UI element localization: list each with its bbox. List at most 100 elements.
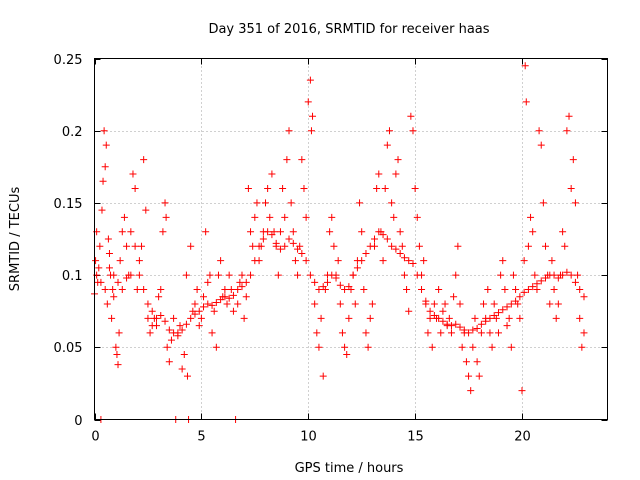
data-point <box>362 329 370 337</box>
data-point <box>563 127 571 135</box>
data-point <box>182 320 190 328</box>
data-point <box>204 300 212 308</box>
data-point <box>353 264 361 272</box>
data-point <box>212 299 220 307</box>
data-point <box>424 329 432 337</box>
data-point <box>539 199 547 207</box>
data-point <box>520 288 528 296</box>
data-point <box>554 274 562 282</box>
data-point <box>221 286 229 294</box>
data-point <box>522 98 530 106</box>
data-point <box>118 228 126 236</box>
data-point <box>499 306 507 314</box>
data-point <box>97 278 105 286</box>
data-point <box>162 213 170 221</box>
data-point <box>193 286 201 294</box>
data-point <box>524 242 532 250</box>
data-point <box>499 257 507 265</box>
data-point <box>133 286 141 294</box>
data-point <box>368 300 376 308</box>
data-point <box>471 314 479 322</box>
data-point <box>191 310 199 318</box>
data-point <box>187 242 195 250</box>
data-point <box>115 329 123 337</box>
data-point <box>563 268 571 276</box>
data-point <box>486 329 494 337</box>
data-point <box>501 286 509 294</box>
data-point <box>450 293 458 301</box>
data-point <box>307 127 315 135</box>
data-point <box>200 303 208 311</box>
data-point <box>287 199 295 207</box>
data-point <box>542 242 550 250</box>
data-point <box>494 309 502 317</box>
data-point <box>524 286 532 294</box>
data-point <box>571 278 579 286</box>
x-axis-label: GPS time / hours <box>295 461 404 476</box>
data-point <box>306 271 314 279</box>
data-point <box>155 293 163 301</box>
data-point <box>225 271 233 279</box>
data-point <box>550 286 558 294</box>
data-point <box>400 271 408 279</box>
data-point <box>385 127 393 135</box>
data-point <box>569 156 577 164</box>
data-point <box>146 329 154 337</box>
y-tick-label: 0.15 <box>54 197 83 212</box>
data-point <box>223 300 231 308</box>
data-point <box>294 271 302 279</box>
data-point <box>101 286 109 294</box>
data-point <box>112 343 120 351</box>
data-point <box>102 141 110 149</box>
data-point <box>131 242 139 250</box>
data-point <box>328 213 336 221</box>
data-point <box>249 242 257 250</box>
data-point <box>98 206 106 214</box>
data-point <box>129 170 137 178</box>
data-point <box>373 184 381 192</box>
data-point <box>170 329 178 337</box>
data-point <box>413 271 421 279</box>
data-point <box>567 184 575 192</box>
data-point <box>120 213 128 221</box>
data-point <box>234 286 242 294</box>
data-point <box>157 312 165 320</box>
data-point <box>537 277 545 285</box>
data-point <box>533 280 541 288</box>
x-tick-label: 10 <box>300 430 317 445</box>
data-point <box>520 257 528 265</box>
data-point <box>482 317 490 325</box>
data-point <box>507 300 515 308</box>
data-point <box>212 343 220 351</box>
data-point <box>521 62 529 70</box>
data-point <box>467 387 475 395</box>
data-point <box>238 271 246 279</box>
data-point <box>358 228 366 236</box>
data-point <box>294 245 302 253</box>
data-point <box>140 286 148 294</box>
data-point <box>208 301 216 309</box>
data-point <box>255 242 263 250</box>
data-point <box>291 257 299 265</box>
data-point <box>456 300 464 308</box>
data-point <box>163 343 171 351</box>
data-point <box>108 314 116 322</box>
chart-title: Day 351 of 2016, SRMTID for receiver haa… <box>208 22 489 37</box>
data-point <box>100 127 108 135</box>
data-point <box>580 293 588 301</box>
data-point <box>127 228 135 236</box>
data-point <box>430 312 438 320</box>
data-point <box>272 239 280 247</box>
data-point <box>488 343 496 351</box>
data-point <box>407 112 415 120</box>
data-point <box>480 300 488 308</box>
data-point <box>323 278 331 286</box>
data-point <box>298 249 306 257</box>
data-point <box>503 322 511 330</box>
data-point <box>507 343 515 351</box>
data-point <box>109 286 117 294</box>
data-point <box>574 271 582 279</box>
data-point <box>509 271 517 279</box>
data-point <box>315 343 323 351</box>
data-point <box>477 320 485 328</box>
